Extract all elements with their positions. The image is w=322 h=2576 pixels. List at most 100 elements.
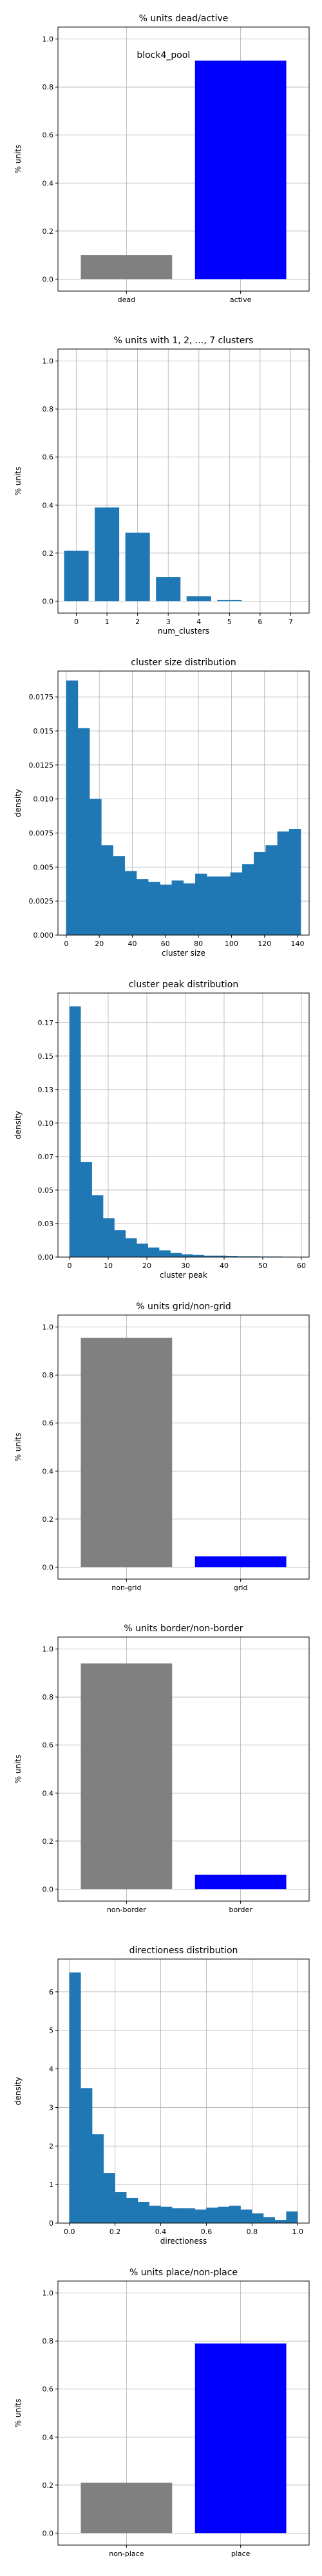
- bar: [80, 2483, 173, 2533]
- bar: [289, 829, 301, 936]
- chart-title: % units border/non-border: [124, 1624, 243, 1634]
- y-tick-label: 0.4: [43, 179, 54, 187]
- bar: [218, 876, 231, 936]
- x-tick-label: 80: [194, 940, 203, 948]
- x-tick-label: 0: [68, 1262, 72, 1270]
- bar: [95, 507, 120, 601]
- bars: [64, 507, 242, 601]
- y-ticks: 0.000 0.0025 0.005 0.0075 0.010 0.0125 0.015 0.…: [29, 693, 58, 940]
- chart-8: 0.0 0.2 0.4 0.6 0.8 1.0 non-place place % units …: [14, 2268, 310, 2558]
- bar: [64, 551, 89, 601]
- x-axis-label: num_clusters: [158, 627, 209, 636]
- bar: [160, 884, 172, 936]
- x-tick-label: 0: [64, 940, 68, 948]
- bar: [194, 2343, 287, 2533]
- bar: [286, 2211, 298, 2224]
- x-tick-label: dead: [118, 296, 135, 304]
- y-tick-label: 0.07: [38, 1153, 54, 1161]
- chart-3: 0.000 0.0025 0.005 0.0075 0.010 0.0125 0.015 0.…: [14, 658, 310, 958]
- bar: [80, 255, 173, 279]
- x-tick-label: border: [229, 1906, 252, 1914]
- chart-title: % units grid/non-grid: [136, 1302, 231, 1312]
- bar: [170, 1253, 182, 1258]
- x-tick-label: 30: [181, 1262, 190, 1270]
- bar: [80, 1162, 92, 1258]
- y-tick-label: 0.6: [43, 2385, 54, 2394]
- gridlines: [58, 27, 309, 291]
- y-tick-label: 0.17: [38, 1019, 54, 1027]
- x-tick-label: 0.6: [201, 2228, 213, 2236]
- y-tick-label: 0: [49, 2219, 53, 2228]
- y-axis-label: density: [14, 2077, 23, 2105]
- bar: [136, 879, 149, 936]
- y-tick-label: 0.005: [33, 863, 54, 871]
- y-tick-label: 0.2: [43, 2481, 54, 2490]
- x-ticks: 0.0 0.2 0.4 0.6 0.8 1.0: [64, 2223, 303, 2236]
- bar: [194, 1556, 287, 1567]
- bar: [160, 2206, 173, 2224]
- y-tick-label: 0.0: [43, 2529, 54, 2537]
- y-tick-label: 0.10: [38, 1119, 54, 1128]
- y-tick-label: 0.6: [43, 453, 54, 462]
- chart-title: % units dead/active: [139, 14, 229, 24]
- bar: [207, 876, 219, 936]
- axes-frame: [57, 2280, 310, 2546]
- y-tick-label: 0.010: [33, 795, 54, 804]
- bar: [149, 2205, 161, 2224]
- y-tick-label: 4: [49, 2065, 53, 2074]
- x-tick-label: 10: [104, 1262, 113, 1270]
- y-tick-label: 0.0: [43, 1563, 54, 1571]
- y-tick-label: 0.4: [43, 1789, 54, 1797]
- y-tick-label: 0.05: [38, 1186, 54, 1195]
- x-tick-label: non-grid: [111, 1584, 141, 1592]
- x-axis-label: cluster peak: [160, 1271, 207, 1280]
- bar: [194, 61, 287, 279]
- bar: [125, 533, 150, 601]
- y-tick-label: 0.0025: [29, 897, 54, 905]
- y-tick-label: 3: [49, 2103, 53, 2112]
- bar: [115, 2192, 127, 2224]
- bar: [263, 2217, 275, 2224]
- bars: [69, 1972, 298, 2224]
- x-tick-label: 40: [220, 1262, 229, 1270]
- chart-title: cluster peak distribution: [129, 980, 238, 990]
- y-tick-label: 0.0175: [29, 693, 54, 701]
- y-axis-label: % units: [14, 145, 23, 174]
- bar: [101, 845, 113, 936]
- axes-frame: [57, 1636, 310, 1902]
- bar: [230, 872, 243, 936]
- bar: [172, 2208, 184, 2224]
- y-axis-label: % units: [14, 2399, 23, 2428]
- y-tick-label: 0.4: [43, 501, 54, 509]
- x-tick-label: 3: [166, 618, 171, 626]
- y-tick-label: 5: [49, 2027, 53, 2035]
- bar: [194, 1875, 287, 1889]
- bars: [80, 1663, 287, 1889]
- bar: [80, 2088, 93, 2224]
- x-tick-label: non-border: [107, 1906, 146, 1914]
- x-tick-label: 50: [258, 1262, 267, 1270]
- chart-7: 0 1 2 3 4 5 6 0.0 0.2 0.4 0.6 0.8 1.0 directioness di…: [14, 1946, 310, 2246]
- bar: [242, 864, 254, 936]
- bar: [124, 871, 137, 936]
- x-tick-label: 120: [258, 940, 271, 948]
- bars: [80, 2343, 287, 2533]
- x-ticks: 0 10 20 30 40 50 60: [68, 1257, 306, 1270]
- y-ticks: 0.00 0.03 0.05 0.07 0.10 0.13 0.15 0.17: [38, 1019, 58, 1262]
- y-axis-label: density: [14, 1111, 23, 1139]
- bars: [80, 61, 287, 279]
- y-tick-label: 1.0: [43, 2289, 54, 2298]
- x-tick-label: 0.2: [109, 2228, 121, 2236]
- bar: [103, 1218, 115, 1258]
- bar: [92, 2134, 104, 2224]
- bar: [218, 2206, 230, 2224]
- x-tick-label: 0: [74, 618, 79, 626]
- y-tick-label: 0.00: [38, 1253, 54, 1262]
- bar: [126, 2197, 138, 2224]
- bar: [147, 1247, 160, 1258]
- x-tick-label: 1: [105, 618, 109, 626]
- x-tick-label: 0.8: [247, 2228, 258, 2236]
- bar: [277, 831, 290, 936]
- y-tick-label: 0.8: [43, 83, 54, 91]
- x-axis-label: directioness: [160, 2237, 207, 2246]
